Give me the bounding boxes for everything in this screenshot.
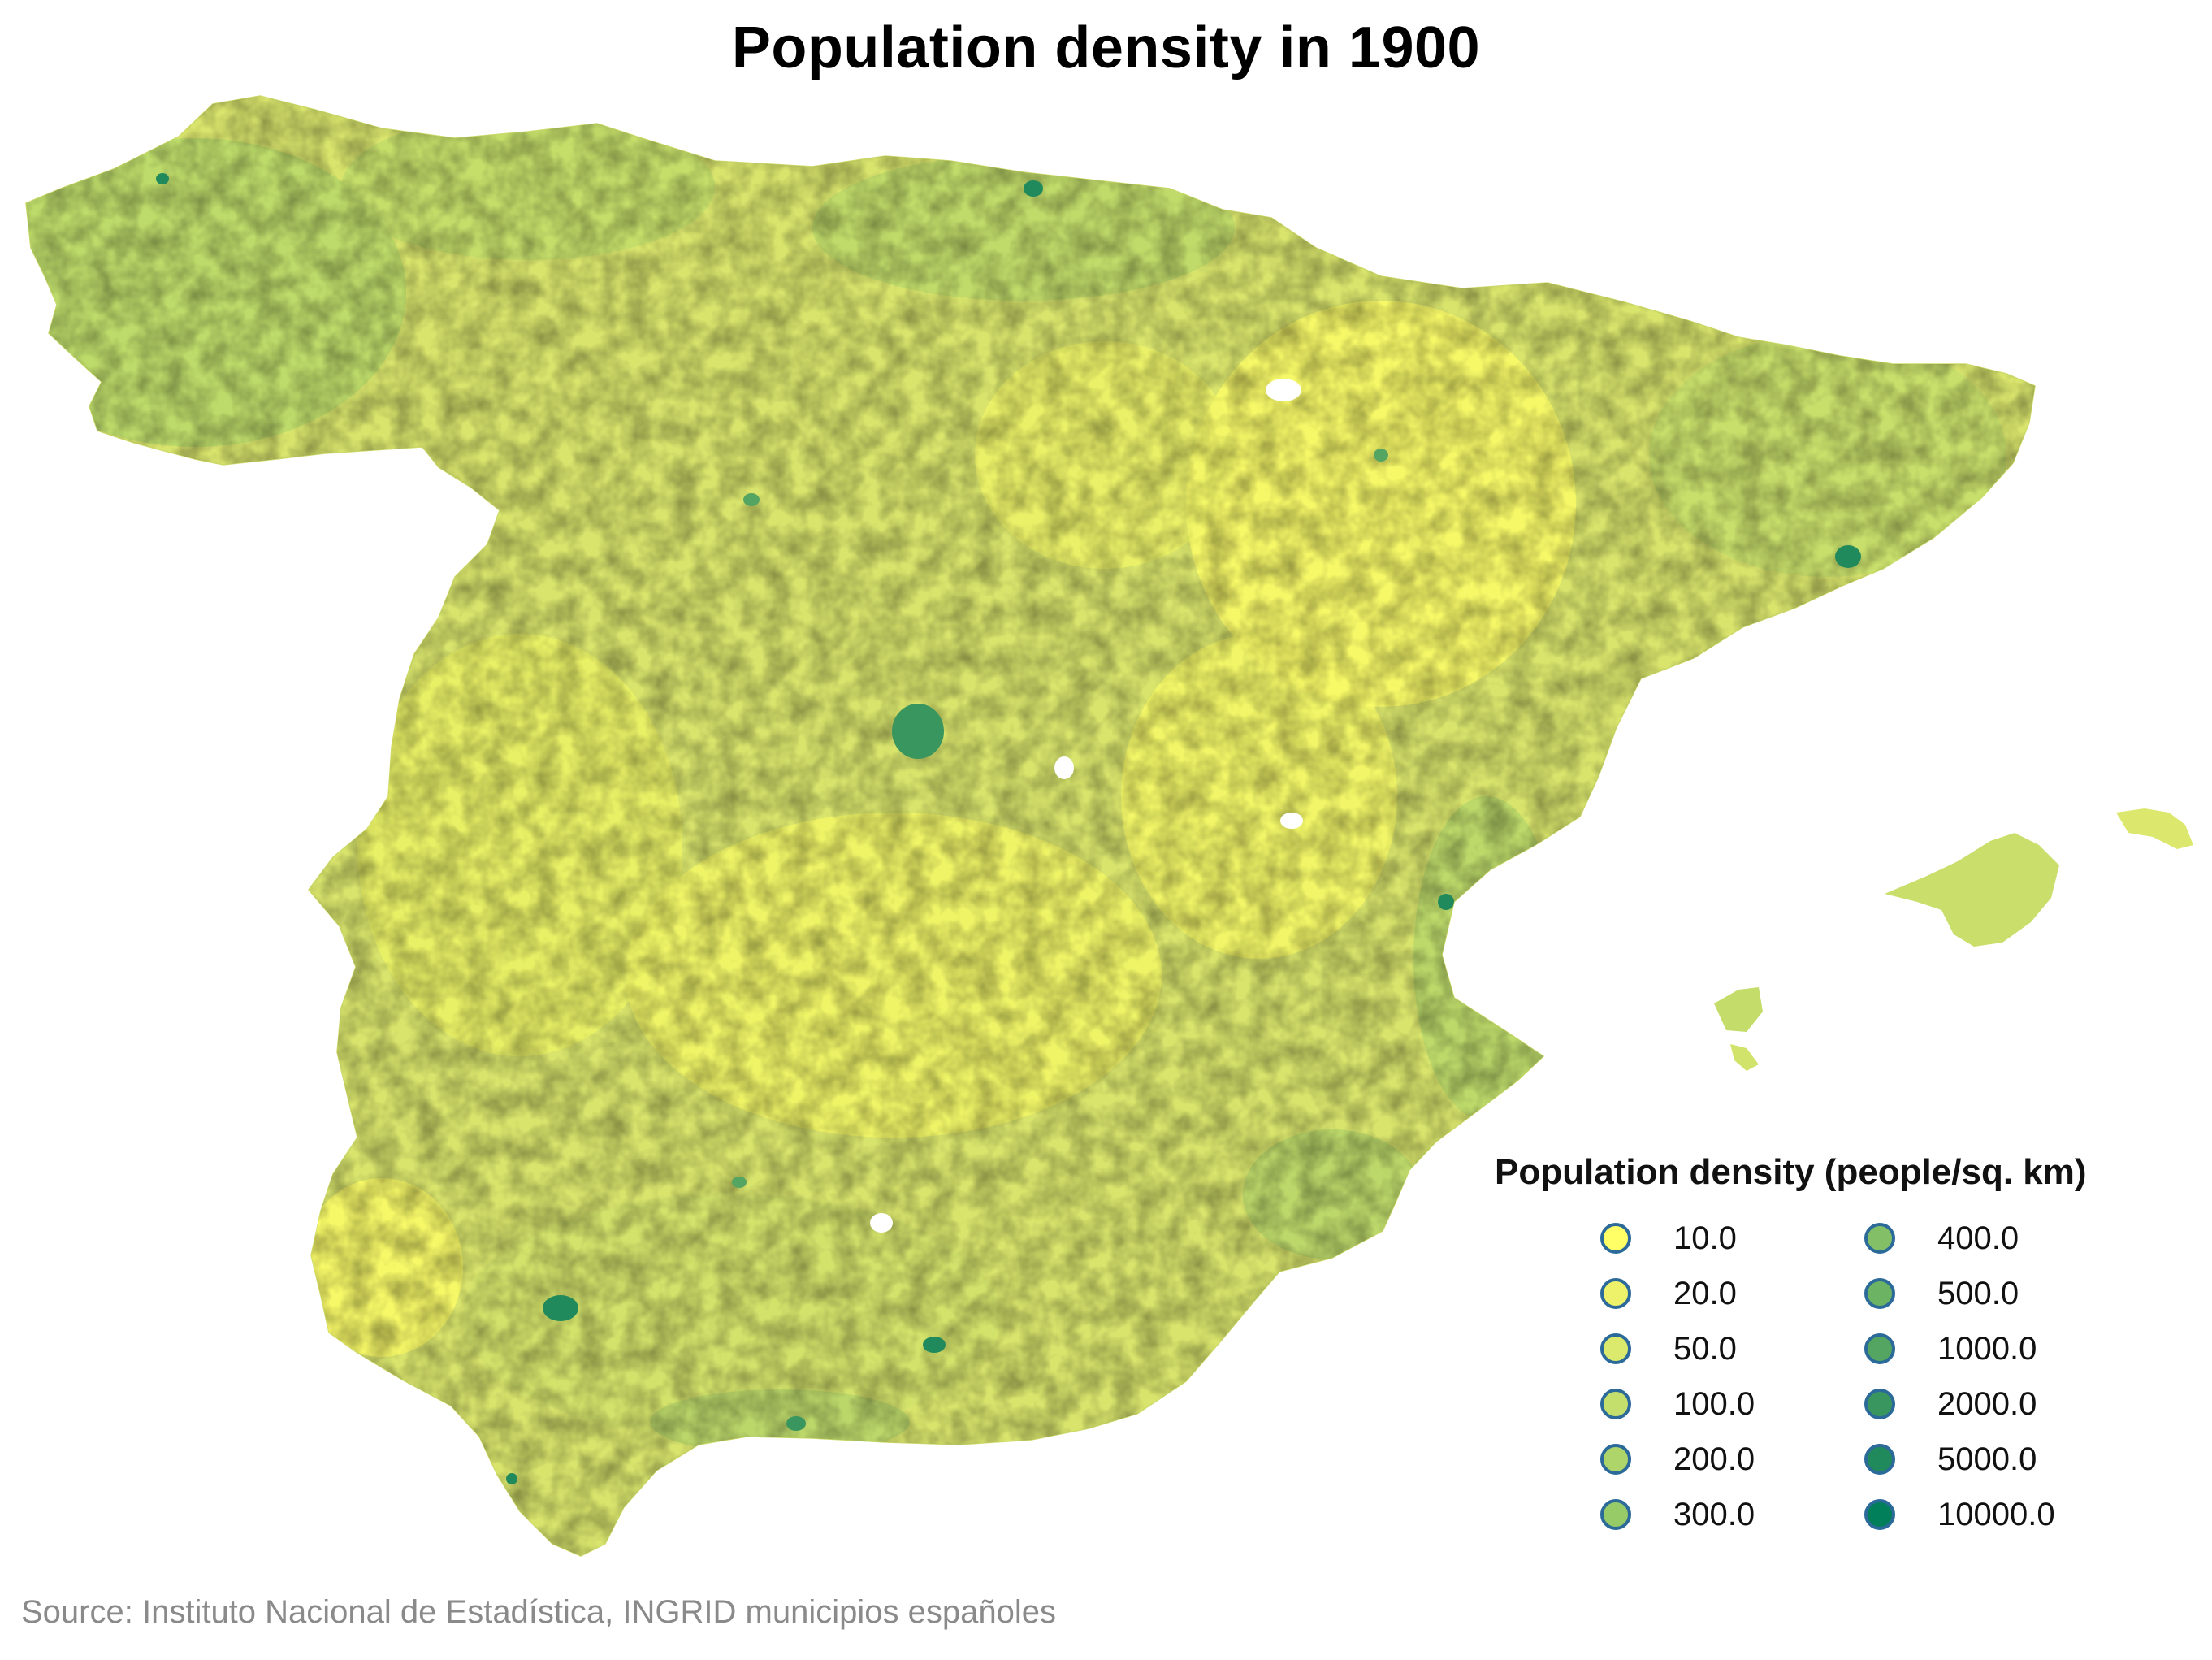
legend-swatch — [1600, 1499, 1631, 1530]
legend-item: 1000.0 — [1864, 1321, 2055, 1376]
legend-swatch — [1864, 1389, 1895, 1419]
legend-item: 5000.0 — [1864, 1432, 2055, 1487]
legend-swatch — [1600, 1278, 1631, 1309]
map-title: Population density in 1900 — [731, 15, 1481, 80]
balearic-islands — [1714, 808, 2193, 1071]
city-malaga — [786, 1416, 806, 1431]
legend-item: 10000.0 — [1864, 1487, 2055, 1542]
legend-swatch — [1600, 1333, 1631, 1364]
legend-item: 2000.0 — [1864, 1376, 2055, 1432]
legend-swatch — [1600, 1444, 1631, 1475]
legend-swatch — [1864, 1333, 1895, 1364]
legend-swatch — [1864, 1223, 1895, 1254]
island-ibiza — [1714, 987, 1763, 1032]
city-madrid — [892, 704, 944, 759]
legend-column-left: 10.0 20.0 50.0 100.0 200.0 300.0 — [1600, 1211, 1755, 1542]
city-cordoba — [732, 1177, 747, 1188]
legend-item: 200.0 — [1600, 1432, 1755, 1487]
legend-label: 300.0 — [1673, 1496, 1755, 1532]
city-cartagena — [1366, 1249, 1380, 1262]
legend-label: 10.0 — [1673, 1220, 1737, 1256]
legend: Population density (people/sq. km) 10.0 … — [1495, 1152, 2177, 1558]
city-san-sebastian — [1202, 180, 1219, 193]
city-barcelona — [1835, 545, 1861, 568]
nodata-4 — [1280, 813, 1303, 829]
nodata-1 — [1266, 379, 1301, 401]
legend-label: 400.0 — [1937, 1220, 2019, 1256]
island-mallorca — [1885, 833, 2059, 947]
legend-swatch — [1864, 1278, 1895, 1309]
legend-column-right: 400.0 500.0 1000.0 2000.0 5000.0 10000.0 — [1864, 1211, 2055, 1542]
legend-label: 5000.0 — [1937, 1441, 2037, 1477]
legend-label: 2000.0 — [1937, 1385, 2037, 1422]
legend-title: Population density (people/sq. km) — [1495, 1152, 2087, 1192]
island-menorca — [2116, 808, 2193, 849]
legend-label: 1000.0 — [1937, 1330, 2037, 1367]
legend-label: 10000.0 — [1937, 1496, 2055, 1532]
city-coruna — [156, 173, 169, 184]
legend-swatch — [1864, 1444, 1895, 1475]
legend-label: 200.0 — [1673, 1441, 1755, 1477]
legend-label: 500.0 — [1937, 1275, 2019, 1311]
city-cadiz — [506, 1473, 517, 1484]
city-granada — [923, 1337, 946, 1353]
city-bilbao — [1024, 180, 1043, 197]
city-valladolid — [743, 493, 760, 506]
legend-swatch — [1600, 1389, 1631, 1419]
legend-swatch — [1864, 1499, 1895, 1530]
legend-item: 20.0 — [1600, 1266, 1755, 1321]
legend-item: 100.0 — [1600, 1376, 1755, 1432]
nodata-3 — [870, 1213, 893, 1233]
island-formentera — [1730, 1044, 1759, 1071]
legend-swatch — [1600, 1223, 1631, 1254]
legend-label: 100.0 — [1673, 1385, 1755, 1422]
city-valencia — [1438, 894, 1454, 910]
legend-item: 50.0 — [1600, 1321, 1755, 1376]
city-sevilla — [543, 1295, 578, 1321]
source-note: Source: Instituto Nacional de Estadístic… — [21, 1594, 1056, 1630]
legend-item: 10.0 — [1600, 1211, 1755, 1266]
city-zaragoza — [1374, 449, 1388, 462]
nodata-2 — [1054, 756, 1074, 779]
legend-label: 50.0 — [1673, 1330, 1737, 1367]
legend-label: 20.0 — [1673, 1275, 1737, 1311]
legend-item: 400.0 — [1864, 1211, 2055, 1266]
legend-item: 300.0 — [1600, 1487, 1755, 1542]
legend-item: 500.0 — [1864, 1266, 2055, 1321]
